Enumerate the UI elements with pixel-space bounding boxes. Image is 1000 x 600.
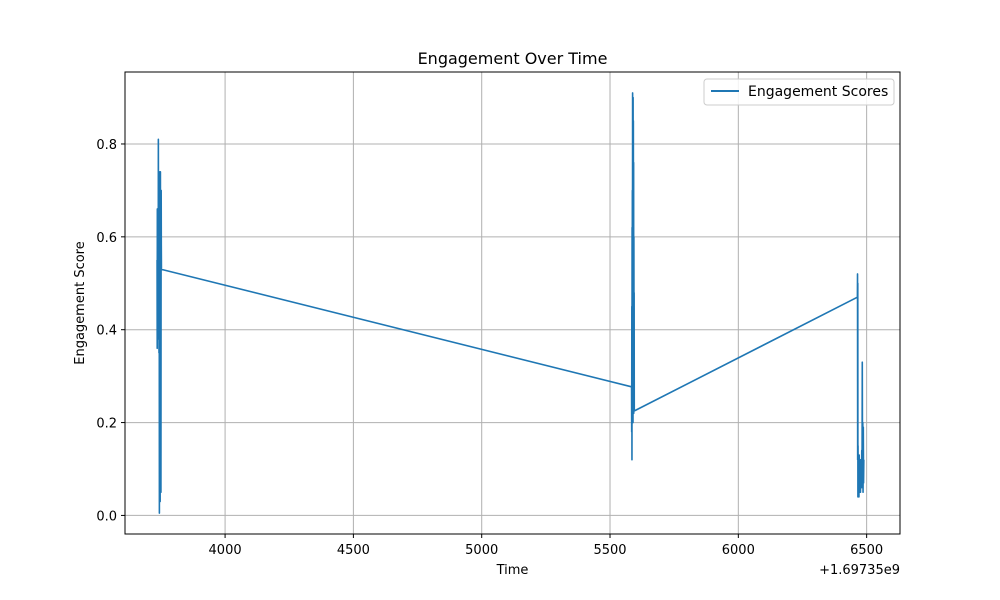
y-tick-label: 0.2 — [96, 417, 117, 432]
x-tick-label: 5000 — [465, 543, 498, 558]
series-layer — [156, 92, 865, 514]
y-tick-label: 0.0 — [96, 509, 117, 524]
legend-label-engagement-scores: Engagement Scores — [748, 84, 888, 100]
x-tick-label: 4000 — [209, 543, 242, 558]
x-axis-label: Time — [496, 563, 529, 578]
plot-area-frame — [124, 71, 901, 535]
y-tick-label: 0.4 — [96, 324, 117, 339]
grid-lines — [125, 72, 900, 534]
x-tick-label: 4500 — [337, 543, 370, 558]
y-tick-label: 0.8 — [96, 138, 117, 153]
legend: Engagement Scores — [703, 78, 895, 106]
series-line-engagement-scores — [156, 92, 865, 514]
x-tick-label: 5500 — [593, 543, 626, 558]
x-tick-label: 6500 — [850, 543, 883, 558]
x-tick-label: 6000 — [722, 543, 755, 558]
chart-title: Engagement Over Time — [418, 49, 608, 68]
x-axis-offset-label: +1.69735e9 — [819, 563, 900, 578]
y-tick-label: 0.6 — [96, 231, 117, 246]
y-axis-label: Engagement Score — [73, 241, 88, 364]
legend-box — [703, 78, 895, 106]
x-axis-ticks: 4000 4500 5000 5500 6000 6500 — [209, 534, 883, 558]
y-axis-ticks: 0.0 0.2 0.4 0.6 0.8 — [96, 138, 125, 524]
